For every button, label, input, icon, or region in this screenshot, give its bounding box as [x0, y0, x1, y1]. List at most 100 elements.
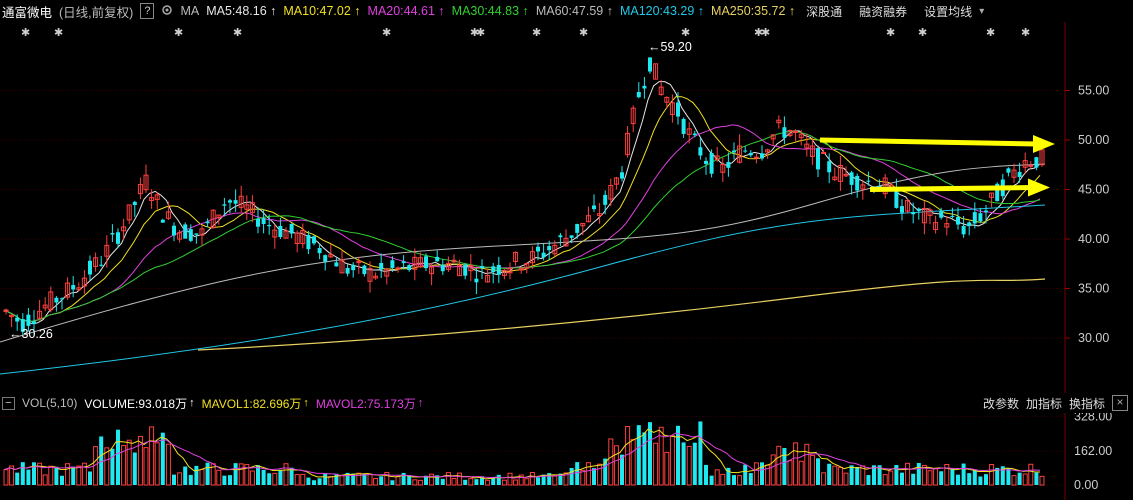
volume-bar [1006, 468, 1011, 485]
collapse-icon[interactable]: − [2, 396, 15, 410]
volume-bar [995, 467, 1000, 485]
candle-body [732, 150, 736, 153]
candle-body [603, 194, 608, 205]
resistance-arrow-head [1033, 134, 1055, 153]
candle-body [1039, 149, 1045, 166]
volume-bar [121, 445, 127, 486]
volume-bar [440, 478, 445, 485]
volume-bar [457, 472, 463, 486]
volume-bar [165, 443, 171, 486]
event-marker-icon: ✱ [470, 27, 479, 39]
candle-body [351, 264, 356, 271]
event-markers: ✱ ✱ ✱ ✱ ✱ ✱✱ ✱ ✱ ✱ ✱✱ ✱ ✱ ✱ ✱ [21, 27, 1030, 39]
volume-bar [939, 471, 944, 485]
candle-body [575, 224, 580, 233]
candle-body [233, 200, 238, 204]
event-marker-icon: ✱ [21, 27, 30, 39]
volume-bar [658, 426, 664, 486]
candle-body [1034, 157, 1039, 168]
candle-body [283, 230, 289, 239]
volume-bar [726, 467, 731, 485]
volume-bar [244, 464, 250, 486]
chevron-down-icon[interactable]: ▾ [979, 5, 985, 17]
stock-name[interactable]: 通富微电 [2, 5, 53, 20]
volume-bar [776, 445, 782, 486]
candle-body [177, 232, 183, 240]
candle-body [172, 225, 176, 236]
candle-body [1017, 171, 1022, 178]
volume-bar [445, 472, 451, 486]
volume-bar [88, 471, 92, 485]
candle-body [278, 225, 283, 237]
candle-body [507, 267, 513, 274]
candle-body [905, 199, 911, 212]
candle-body [686, 128, 692, 135]
volume-bar [669, 435, 675, 486]
volume-bar [32, 462, 36, 485]
add-indicator-button[interactable]: 加指标 [1025, 396, 1062, 411]
help-icon[interactable]: ? [140, 3, 155, 19]
event-marker-icon: ✱ [532, 27, 541, 39]
volume-bar [967, 473, 972, 485]
candle-body [356, 260, 362, 264]
candle-body [121, 226, 127, 232]
sgt-button[interactable]: 深股通 [806, 4, 843, 19]
candle-body [429, 266, 435, 275]
candle-body [787, 129, 793, 137]
event-marker-icon: ✱ [886, 27, 895, 39]
change-params-button[interactable]: 改参数 [982, 396, 1019, 411]
volume-bar [793, 442, 799, 486]
candle-body [99, 264, 104, 266]
volume-bar [76, 465, 82, 486]
candle-body [65, 282, 71, 298]
volume-bar [753, 462, 759, 486]
volume-bar [116, 429, 120, 485]
volume-bar [921, 464, 927, 486]
volume-bar [927, 470, 933, 486]
volume-bar [585, 462, 591, 486]
gear-icon[interactable] [161, 4, 173, 19]
volume-bar [1017, 472, 1022, 485]
candle-body [793, 130, 799, 133]
candle-body [289, 223, 294, 234]
ma-value-0: MA5:48.16 ↑ [206, 4, 277, 18]
candle-body [249, 202, 255, 213]
volume-bar [592, 468, 596, 485]
candle-body [407, 265, 412, 271]
volume-indicator-label[interactable]: VOL(5,10) [22, 396, 78, 410]
set-ma-button[interactable]: 设置均线 [924, 4, 973, 19]
volume-bar [636, 425, 641, 485]
mavol1-arrow: ↑ [303, 397, 309, 409]
candle-body [709, 153, 714, 174]
candle-body [882, 177, 888, 195]
candle-body [451, 259, 457, 263]
volume-chart[interactable]: 328.00 162.00 0.00 [0, 413, 1133, 500]
ma-value-5: MA120:43.29 ↑ [619, 4, 705, 18]
volume-bar [312, 480, 316, 485]
candlestick-chart[interactable]: ✱ ✱ ✱ ✱ ✱ ✱✱ ✱ ✱ ✱ ✱✱ ✱ ✱ ✱ ✱ 55.0050.0045.0040.0035.… [0, 22, 1133, 393]
candle-body [222, 204, 227, 206]
close-icon[interactable]: × [1112, 395, 1128, 411]
rzrq-button[interactable]: 融资融券 [859, 4, 908, 19]
event-marker-icon: ✱ [476, 27, 485, 39]
volume-bar [552, 475, 558, 486]
volume-bar [1022, 473, 1028, 486]
candle-body [692, 133, 697, 136]
candle-body [205, 221, 210, 224]
candle-body [216, 214, 222, 219]
candle-body [491, 266, 496, 273]
candle-body [496, 264, 501, 275]
volume-bar [188, 474, 193, 485]
volume-bar [65, 463, 71, 486]
volume-bar [289, 467, 294, 485]
switch-indicator-button[interactable]: 换指标 [1068, 396, 1105, 411]
volume-bar [603, 458, 608, 485]
candle-body [390, 260, 395, 268]
volume-bar [194, 465, 199, 485]
candle-body [972, 212, 977, 224]
volume-bar [143, 447, 149, 486]
volume-bar [1028, 463, 1034, 486]
candle-body [961, 225, 966, 235]
volume-indicator-bar: − VOL(5,10) VOLUME:93.018万 ↑ MAVOL1:82.6… [0, 393, 1133, 413]
volume-bar [944, 463, 950, 486]
